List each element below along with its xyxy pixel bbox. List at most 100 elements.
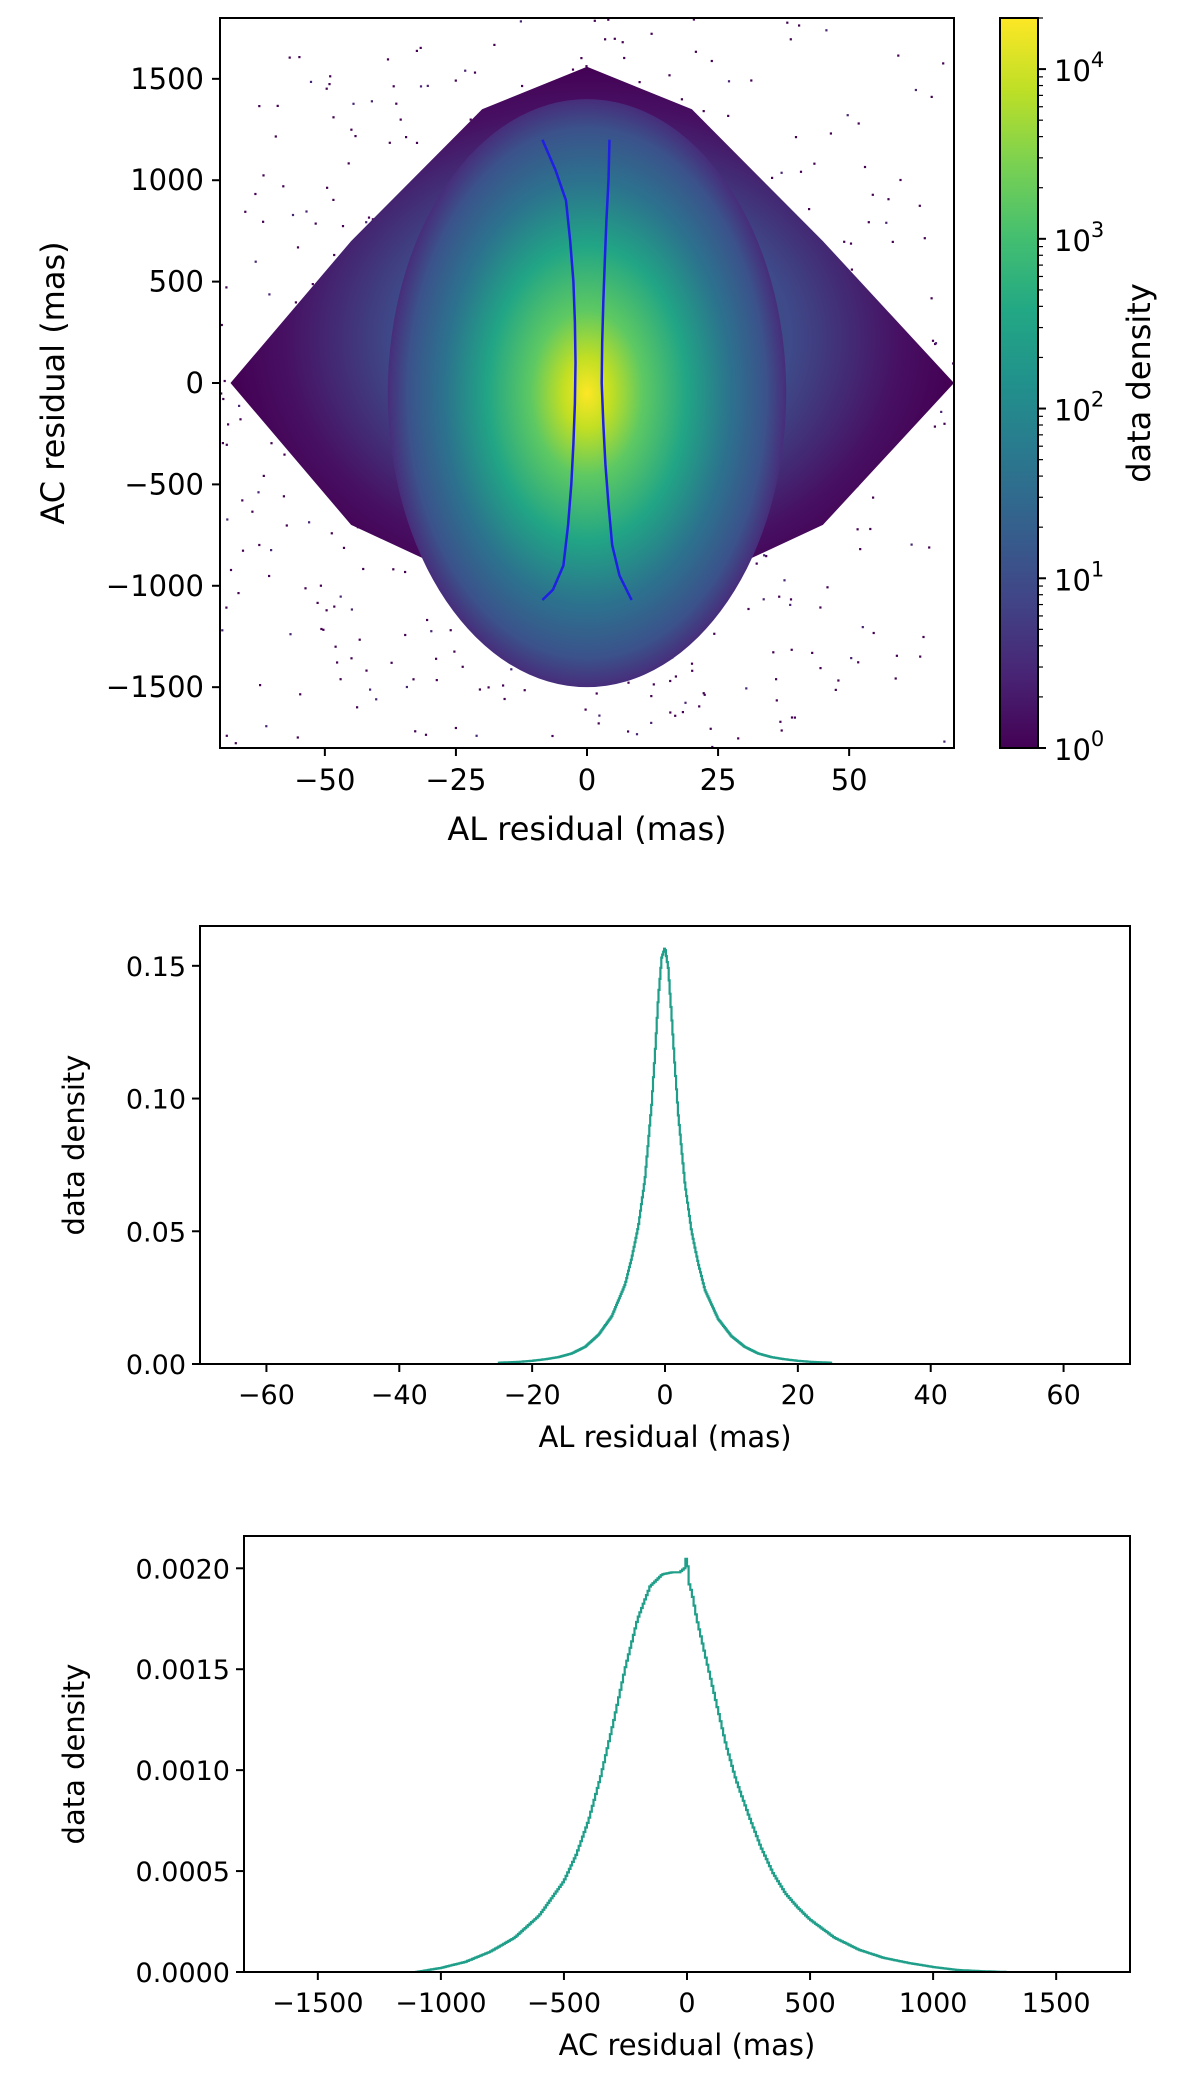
y-tick-label: 0.10 xyxy=(126,1085,186,1116)
data-point xyxy=(910,543,913,546)
data-point xyxy=(703,693,706,696)
data-point xyxy=(329,75,332,78)
data-point xyxy=(928,546,931,549)
data-point xyxy=(775,678,778,681)
data-point xyxy=(350,128,353,131)
y-tick-label: 1500 xyxy=(130,62,204,96)
colorbar-tick-label: 103 xyxy=(1054,218,1104,258)
data-point xyxy=(891,240,894,243)
data-point xyxy=(621,41,624,44)
colorbar-tick-label: 100 xyxy=(1054,727,1104,767)
x-tick-label: 25 xyxy=(700,763,737,797)
data-point xyxy=(341,225,345,228)
data-point xyxy=(885,221,888,224)
colorbar-frame xyxy=(999,17,1039,749)
data-point xyxy=(254,192,257,196)
x-tick-label: −40 xyxy=(371,1380,428,1411)
data-point xyxy=(330,532,333,535)
data-point xyxy=(270,549,273,552)
data-point xyxy=(871,193,874,196)
data-point xyxy=(238,404,241,407)
data-point xyxy=(225,606,228,609)
data-point xyxy=(813,162,816,165)
data-point xyxy=(856,528,859,531)
data-point xyxy=(276,104,279,107)
colorbar-tick-label: 104 xyxy=(1054,48,1104,88)
data-point xyxy=(727,80,731,83)
data-point xyxy=(225,286,228,289)
data-point xyxy=(461,665,464,668)
data-point xyxy=(294,301,297,304)
data-point xyxy=(430,630,433,633)
data-point xyxy=(919,655,922,658)
data-point xyxy=(405,685,408,689)
data-point xyxy=(681,711,684,714)
y-tick-label: 0.05 xyxy=(126,1217,186,1248)
data-point xyxy=(404,633,407,637)
data-point xyxy=(623,56,626,60)
data-point xyxy=(412,678,415,681)
data-point xyxy=(388,141,391,144)
data-point xyxy=(435,657,438,660)
data-point xyxy=(780,729,783,732)
data-point xyxy=(922,635,925,639)
data-point xyxy=(702,110,705,113)
data-point xyxy=(747,607,750,611)
data-point xyxy=(262,174,265,177)
data-point xyxy=(933,425,936,428)
data-point xyxy=(942,62,945,65)
y-tick-label: 0 xyxy=(186,366,204,400)
data-point xyxy=(867,221,870,224)
data-point xyxy=(694,50,697,53)
data-point xyxy=(274,135,277,138)
data-point xyxy=(336,661,339,664)
data-point xyxy=(404,570,407,574)
data-point xyxy=(551,734,554,738)
data-point xyxy=(895,654,898,657)
y-tick-label: 0.0015 xyxy=(136,1655,230,1686)
data-point xyxy=(296,736,299,739)
data-point xyxy=(326,186,329,189)
y-tick-label: −500 xyxy=(124,467,204,501)
data-point xyxy=(755,562,758,565)
data-point xyxy=(811,651,814,654)
data-point xyxy=(857,122,860,125)
x-tick-label: −20 xyxy=(504,1380,561,1411)
data-point xyxy=(690,662,694,665)
data-point xyxy=(794,136,798,139)
data-point xyxy=(220,392,223,395)
data-point xyxy=(846,114,849,117)
data-point xyxy=(475,734,478,737)
data-point xyxy=(669,679,672,683)
data-point xyxy=(268,574,271,578)
data-point xyxy=(419,85,423,88)
al-histogram-y-axis-label: data density xyxy=(57,1055,91,1236)
ac-histogram-panel: −1500 −1000 −500 0 500 1000 1500 0.00000.00050… xyxy=(57,1535,1131,2062)
ac-histogram-x-ticks: −1500 −1000 −500 0 500 1000 1500 xyxy=(272,1972,1091,2019)
data-point xyxy=(493,43,496,46)
data-point xyxy=(435,679,438,682)
data-point xyxy=(607,18,610,21)
y-tick-label: 0.0000 xyxy=(136,1958,230,1989)
data-point xyxy=(593,19,596,22)
data-point xyxy=(414,730,417,733)
y-tick-label: 1000 xyxy=(130,163,204,197)
data-point xyxy=(265,725,268,728)
data-point xyxy=(808,208,811,211)
data-point xyxy=(863,165,867,169)
heatmap-y-axis-label: AC residual (mas) xyxy=(34,241,72,524)
data-point xyxy=(227,423,230,426)
data-point xyxy=(299,693,302,696)
data-point xyxy=(918,204,921,207)
data-point xyxy=(392,568,395,571)
data-point xyxy=(334,645,337,648)
data-point xyxy=(241,549,245,552)
data-point xyxy=(426,84,429,87)
data-point xyxy=(793,716,796,719)
data-point xyxy=(940,410,943,413)
data-point xyxy=(221,442,224,445)
data-point xyxy=(843,240,846,243)
ac-histogram-y-ticks: 0.0000 0.0005 0.0010 0.0015 0.0020 xyxy=(136,1554,244,1989)
ac-histogram-y-axis-label: data density xyxy=(57,1664,91,1845)
data-point xyxy=(454,726,457,730)
